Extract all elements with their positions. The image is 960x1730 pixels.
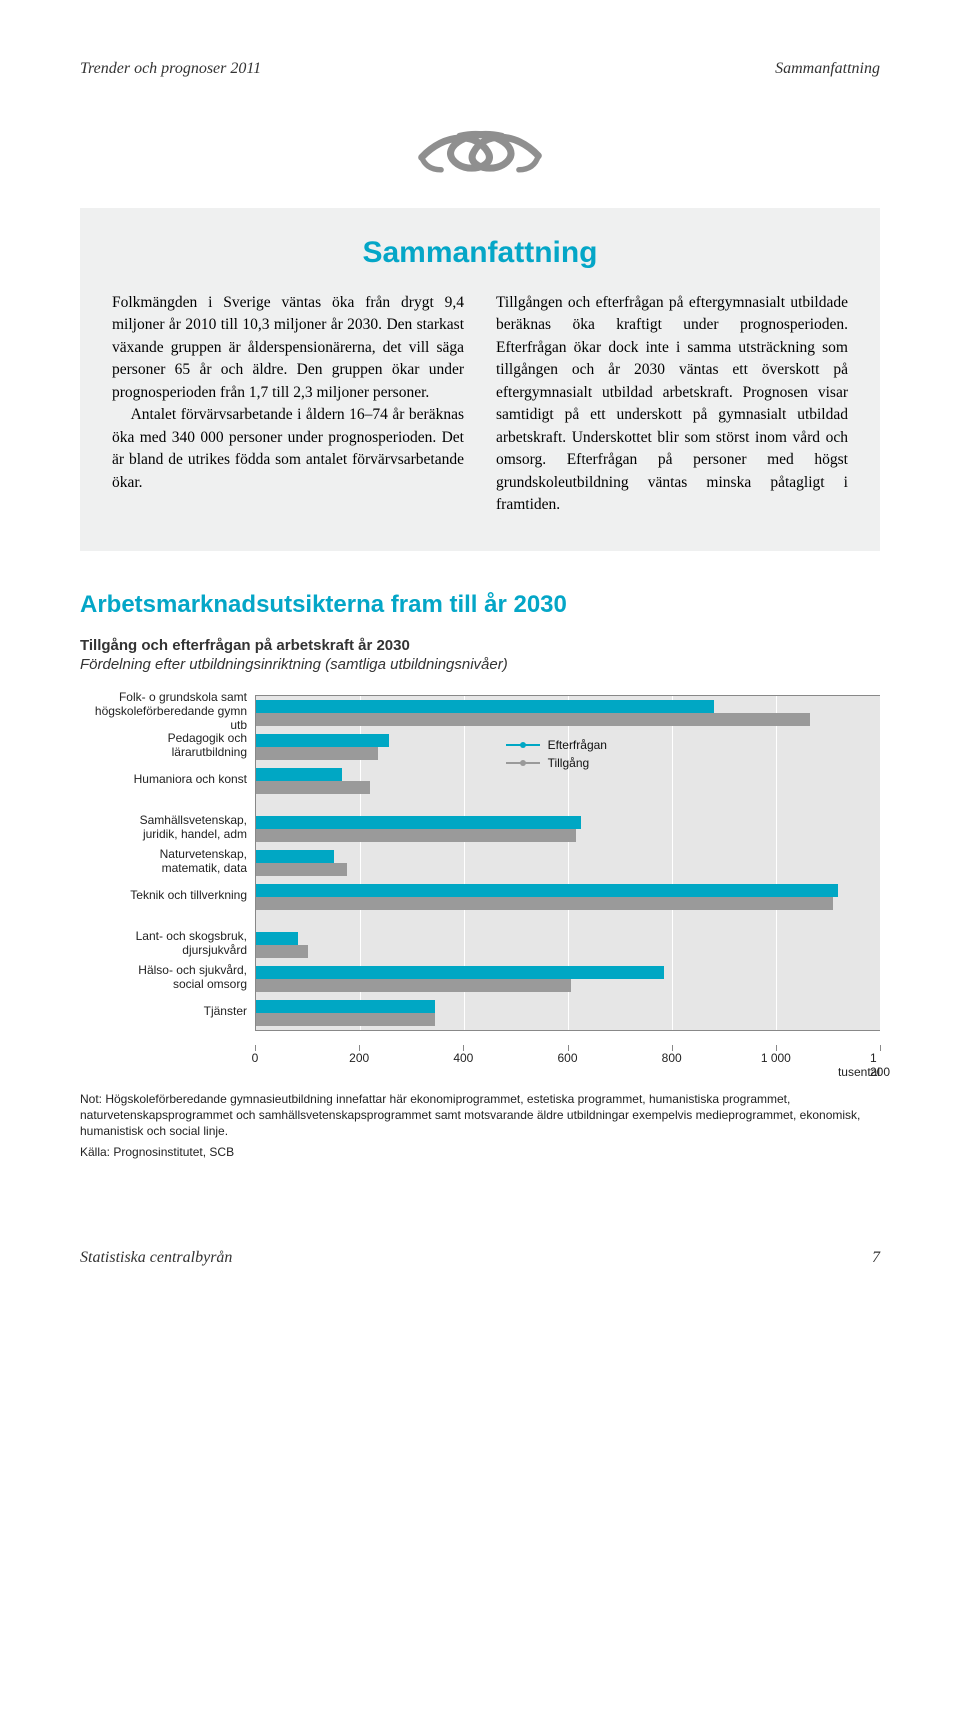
axis-tick-label: 200 bbox=[349, 1051, 369, 1065]
chart-bar-group bbox=[256, 962, 880, 996]
chart-category-label: Hälso- och sjukvård,social omsorg bbox=[80, 961, 255, 995]
bar-tillgang bbox=[256, 747, 378, 760]
legend-item: Efterfrågan bbox=[506, 738, 607, 752]
footer-left: Statistiska centralbyrån bbox=[80, 1249, 232, 1267]
chart-legend: Efterfrågan Tillgång bbox=[506, 738, 607, 770]
bar-efterfragan bbox=[256, 932, 298, 945]
bar-efterfragan bbox=[256, 1000, 435, 1013]
chart-title: Tillgång och efterfrågan på arbetskraft … bbox=[80, 637, 880, 654]
summary-box: Sammanfattning Folkmängden i Sverige vän… bbox=[80, 208, 880, 551]
chart-bar-group bbox=[256, 996, 880, 1030]
axis-tick-label: 1 000 bbox=[761, 1051, 791, 1065]
chart-category-label: Humaniora och konst bbox=[80, 763, 255, 797]
axis-tick-label: 400 bbox=[453, 1051, 473, 1065]
header-left: Trender och prognoser 2011 bbox=[80, 60, 261, 78]
bar-tillgang bbox=[256, 713, 810, 726]
bar-tillgang bbox=[256, 945, 308, 958]
axis-tick-label: 600 bbox=[557, 1051, 577, 1065]
legend-item: Tillgång bbox=[506, 756, 607, 770]
chart-note: Not: Högskoleförberedande gymnasieutbild… bbox=[80, 1091, 880, 1140]
summary-col-right: Tillgången och efterfrågan på efter­gymn… bbox=[496, 292, 848, 517]
bar-tillgang bbox=[256, 863, 347, 876]
bar-tillgang bbox=[256, 1013, 435, 1026]
bar-tillgang bbox=[256, 897, 833, 910]
chart: Folk- o grundskola samthögskoleförbereda… bbox=[80, 695, 880, 1031]
chart-source: Källa: Prognosinstitutet, SCB bbox=[80, 1145, 880, 1159]
chart-category-label: Teknik och tillverkning bbox=[80, 879, 255, 913]
bar-tillgang bbox=[256, 829, 576, 842]
summary-paragraph: Folkmängden i Sverige väntas öka från dr… bbox=[112, 292, 464, 404]
axis-tick-label: 1 200 bbox=[870, 1051, 890, 1079]
section-heading: Arbetsmarknadsutsikterna fram till år 20… bbox=[80, 591, 880, 619]
bar-tillgang bbox=[256, 781, 370, 794]
summary-title: Sammanfattning bbox=[112, 236, 848, 270]
chart-bar-group bbox=[256, 696, 880, 730]
bar-efterfragan bbox=[256, 966, 664, 979]
summary-paragraph: Tillgången och efterfrågan på efter­gymn… bbox=[496, 292, 848, 517]
chart-bar-group bbox=[256, 846, 880, 880]
knot-icon bbox=[410, 108, 550, 188]
bar-efterfragan bbox=[256, 700, 714, 713]
bar-efterfragan bbox=[256, 884, 838, 897]
chart-category-label: Samhällsvetenskap,juridik, handel, adm bbox=[80, 811, 255, 845]
bar-efterfragan bbox=[256, 734, 389, 747]
axis-tick-label: 0 bbox=[252, 1051, 259, 1065]
bar-efterfragan bbox=[256, 768, 342, 781]
chart-category-label: Tjänster bbox=[80, 995, 255, 1029]
bar-tillgang bbox=[256, 979, 571, 992]
summary-paragraph: Antalet förvärvsarbetande i åldern 16–74… bbox=[112, 404, 464, 494]
header-right: Sammanfattning bbox=[775, 60, 880, 78]
chart-category-label: Naturvetenskap,matematik, data bbox=[80, 845, 255, 879]
chart-category-label: Pedagogik ochlärarutbildning bbox=[80, 729, 255, 763]
summary-col-left: Folkmängden i Sverige väntas öka från dr… bbox=[112, 292, 464, 517]
chart-category-label: Lant- och skogsbruk,djursjukvård bbox=[80, 927, 255, 961]
bar-efterfragan bbox=[256, 850, 334, 863]
chart-bar-group bbox=[256, 812, 880, 846]
axis-tick-label: 800 bbox=[662, 1051, 682, 1065]
chart-subtitle: Fördelning efter utbildningsinriktning (… bbox=[80, 656, 880, 673]
chart-bar-group bbox=[256, 928, 880, 962]
chart-category-label: Folk- o grundskola samthögskoleförbereda… bbox=[80, 695, 255, 729]
bar-efterfragan bbox=[256, 816, 581, 829]
chart-bar-group bbox=[256, 880, 880, 914]
footer-right: 7 bbox=[872, 1249, 880, 1267]
